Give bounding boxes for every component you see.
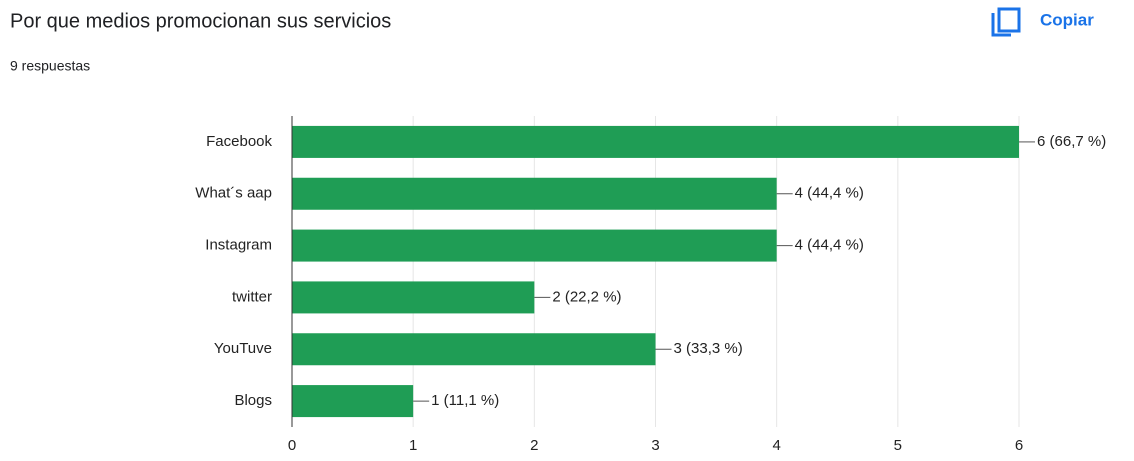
value-label: 3 (33,3 %)	[674, 340, 743, 357]
y-tick-label: twitter	[232, 288, 272, 305]
bar	[292, 281, 535, 314]
x-tick-label: 6	[1015, 437, 1023, 454]
x-tick-label: 5	[894, 437, 902, 454]
value-label: 2 (22,2 %)	[552, 288, 621, 305]
bar	[292, 333, 656, 366]
x-tick-label: 3	[651, 437, 659, 454]
bar	[292, 385, 414, 418]
copy-button[interactable]: Copiar	[991, 7, 1094, 37]
x-tick-label: 4	[772, 437, 780, 454]
x-tick-label: 2	[530, 437, 538, 454]
copy-label: Copiar	[1040, 10, 1094, 29]
y-tick-label: Facebook	[206, 133, 272, 150]
x-tick-label: 0	[288, 437, 296, 454]
y-tick-label: Blogs	[234, 392, 272, 409]
chart-subtitle: 9 respuestas	[10, 58, 90, 74]
value-label: 6 (66,7 %)	[1037, 133, 1106, 150]
copy-icon-front	[997, 7, 1021, 33]
y-tick-label: What´s aap	[195, 185, 272, 202]
value-label: 1 (11,1 %)	[431, 392, 499, 409]
x-tick-label: 1	[409, 437, 417, 454]
chart-title: Por que medios promocionan sus servicios	[10, 10, 391, 32]
value-label: 4 (44,4 %)	[795, 237, 864, 254]
y-tick-label: Instagram	[205, 237, 272, 254]
bar	[292, 177, 777, 210]
y-tick-label: YouTuve	[214, 340, 272, 357]
bar	[292, 229, 777, 262]
bar	[292, 125, 1019, 158]
value-label: 4 (44,4 %)	[795, 185, 864, 202]
